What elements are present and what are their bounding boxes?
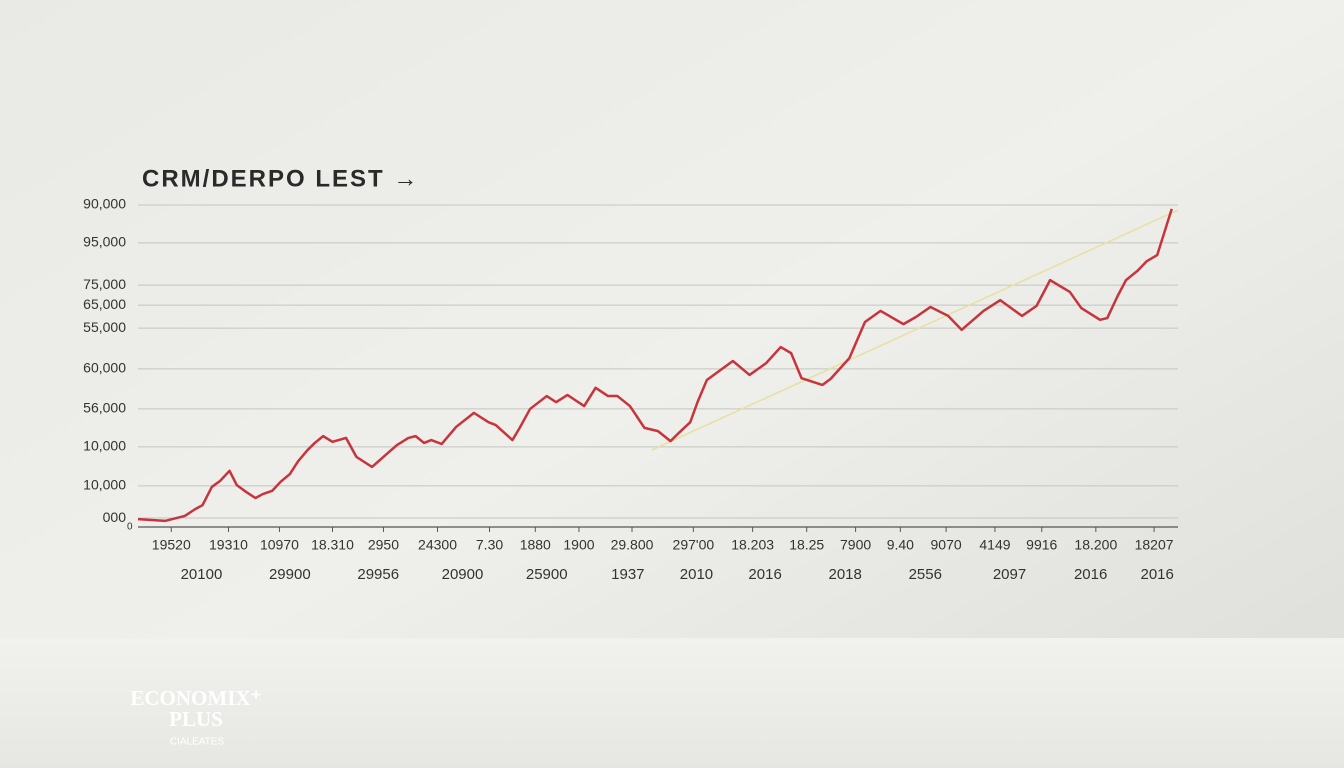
- x-tick-label: 2016: [1074, 566, 1107, 583]
- x-tick-label: 2097: [993, 566, 1026, 583]
- x-tick-label: 2010: [680, 566, 713, 583]
- x-tick-label: 18.203: [731, 537, 774, 553]
- x-tick-label: 9916: [1026, 537, 1057, 553]
- x-tick-label: 29.800: [611, 537, 654, 553]
- x-tick-label: 1900: [563, 537, 594, 553]
- x-tick-label: 7900: [840, 537, 871, 553]
- x-tick-label: 2016: [1141, 566, 1174, 583]
- x-tick-label: 1880: [520, 537, 551, 553]
- x-tick-label: 18207: [1135, 537, 1174, 553]
- x-tick-label: 29956: [357, 566, 399, 583]
- x-tick-label: 2016: [748, 566, 781, 583]
- x-tick-label: 18.25: [789, 537, 824, 553]
- x-tick-label: 20100: [181, 566, 223, 583]
- logo-tagline: CIALEATES: [170, 737, 225, 748]
- x-tick-label: 7.30: [476, 537, 503, 553]
- x-tick-label: 24300: [418, 537, 457, 553]
- x-tick-label: 2950: [368, 537, 399, 553]
- line: [651, 209, 1179, 451]
- logo: PLUS: [169, 707, 223, 731]
- origin-label: 0: [127, 522, 133, 533]
- x-tick-label: 25900: [526, 566, 568, 583]
- x-tick-label: 19310: [209, 537, 248, 553]
- y-tick-label: 75,000: [83, 276, 126, 292]
- x-tick-label: 18.200: [1074, 537, 1117, 553]
- x-tick-label: 29900: [269, 566, 311, 583]
- x-tick-label: 2018: [829, 566, 862, 583]
- y-tick-label: 000: [103, 509, 127, 525]
- x-tick-label: 19520: [152, 537, 191, 553]
- x-tick-label: 297'00: [673, 537, 715, 553]
- x-tick-label: 18.310: [311, 537, 354, 553]
- x-tick-label: 4149: [979, 537, 1010, 553]
- x-tick-label: 20900: [442, 566, 484, 583]
- floor: [0, 638, 1344, 768]
- x-tick-label: 9.40: [887, 537, 914, 553]
- x-tick-label: 9070: [931, 537, 962, 553]
- y-tick-label: 56,000: [83, 400, 126, 416]
- x-tick-label: 1937: [611, 566, 644, 583]
- y-tick-label: 60,000: [83, 360, 126, 376]
- y-tick-label: 95,000: [83, 234, 126, 250]
- logo: ECONOMIX⁺: [130, 686, 261, 710]
- y-tick-label: 10,000: [83, 477, 126, 493]
- y-tick-label: 90,000: [83, 196, 126, 212]
- x-tick-label: 10970: [260, 537, 299, 553]
- y-tick-label: 65,000: [83, 296, 126, 312]
- x-tick-label: 2556: [909, 566, 942, 583]
- line: [137, 208, 1173, 523]
- chart-title: CRM/DERPO LEST →: [142, 165, 419, 192]
- y-tick-label: 10,000: [83, 438, 126, 454]
- y-tick-label: 55,000: [83, 319, 126, 335]
